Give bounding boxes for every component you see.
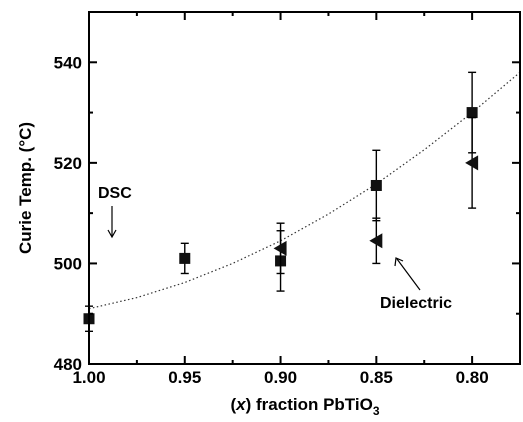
annotation-dielectric-arrowhead	[394, 257, 404, 267]
annotation-dsc: DSC	[98, 185, 132, 202]
data-point-triangle	[273, 240, 287, 256]
x-tick-label: 0.85	[360, 368, 393, 387]
y-tick-label: 520	[54, 154, 82, 173]
data-point-triangle	[465, 155, 479, 171]
y-tick-label: 500	[54, 254, 82, 273]
x-tick-label: 1.00	[72, 368, 105, 387]
data-point-square	[466, 107, 478, 119]
axes	[88, 11, 521, 365]
data-point-triangle	[369, 233, 383, 249]
x-axis-title: (x) fraction PbTiO3	[230, 395, 379, 418]
data-point-square	[370, 179, 382, 191]
plot-frame	[88, 11, 521, 365]
x-axis-title-text: ) fraction PbTiO	[246, 395, 373, 414]
x-axis-title-prefix: (	[230, 395, 236, 414]
annotation-dielectric-arrow	[396, 258, 421, 291]
y-tick-label: 540	[54, 53, 82, 72]
x-tick-label: 0.80	[456, 368, 489, 387]
x-tick-label: 0.90	[264, 368, 297, 387]
ticks	[88, 11, 521, 365]
y-tick-label: 480	[54, 355, 82, 374]
fit-curve	[88, 71, 521, 310]
x-axis-title-subscript: 3	[373, 404, 380, 418]
data-point-square	[179, 252, 191, 264]
annotation-dielectric: Dielectric	[380, 295, 452, 312]
tick-labels: 1.00 0.95 0.90 0.85 0.80 480 500 520 540	[54, 53, 489, 387]
plot-area	[83, 71, 521, 333]
x-tick-label: 0.95	[168, 368, 201, 387]
annotations: DSC Dielectric	[98, 185, 452, 312]
axis-titles: Curie Temp. (°C) (x) fraction PbTiO3	[16, 122, 380, 418]
y-axis-title: Curie Temp. (°C)	[16, 122, 35, 254]
x-axis-title-variable: x	[235, 395, 247, 414]
annotation-dsc-arrowhead	[107, 229, 117, 239]
